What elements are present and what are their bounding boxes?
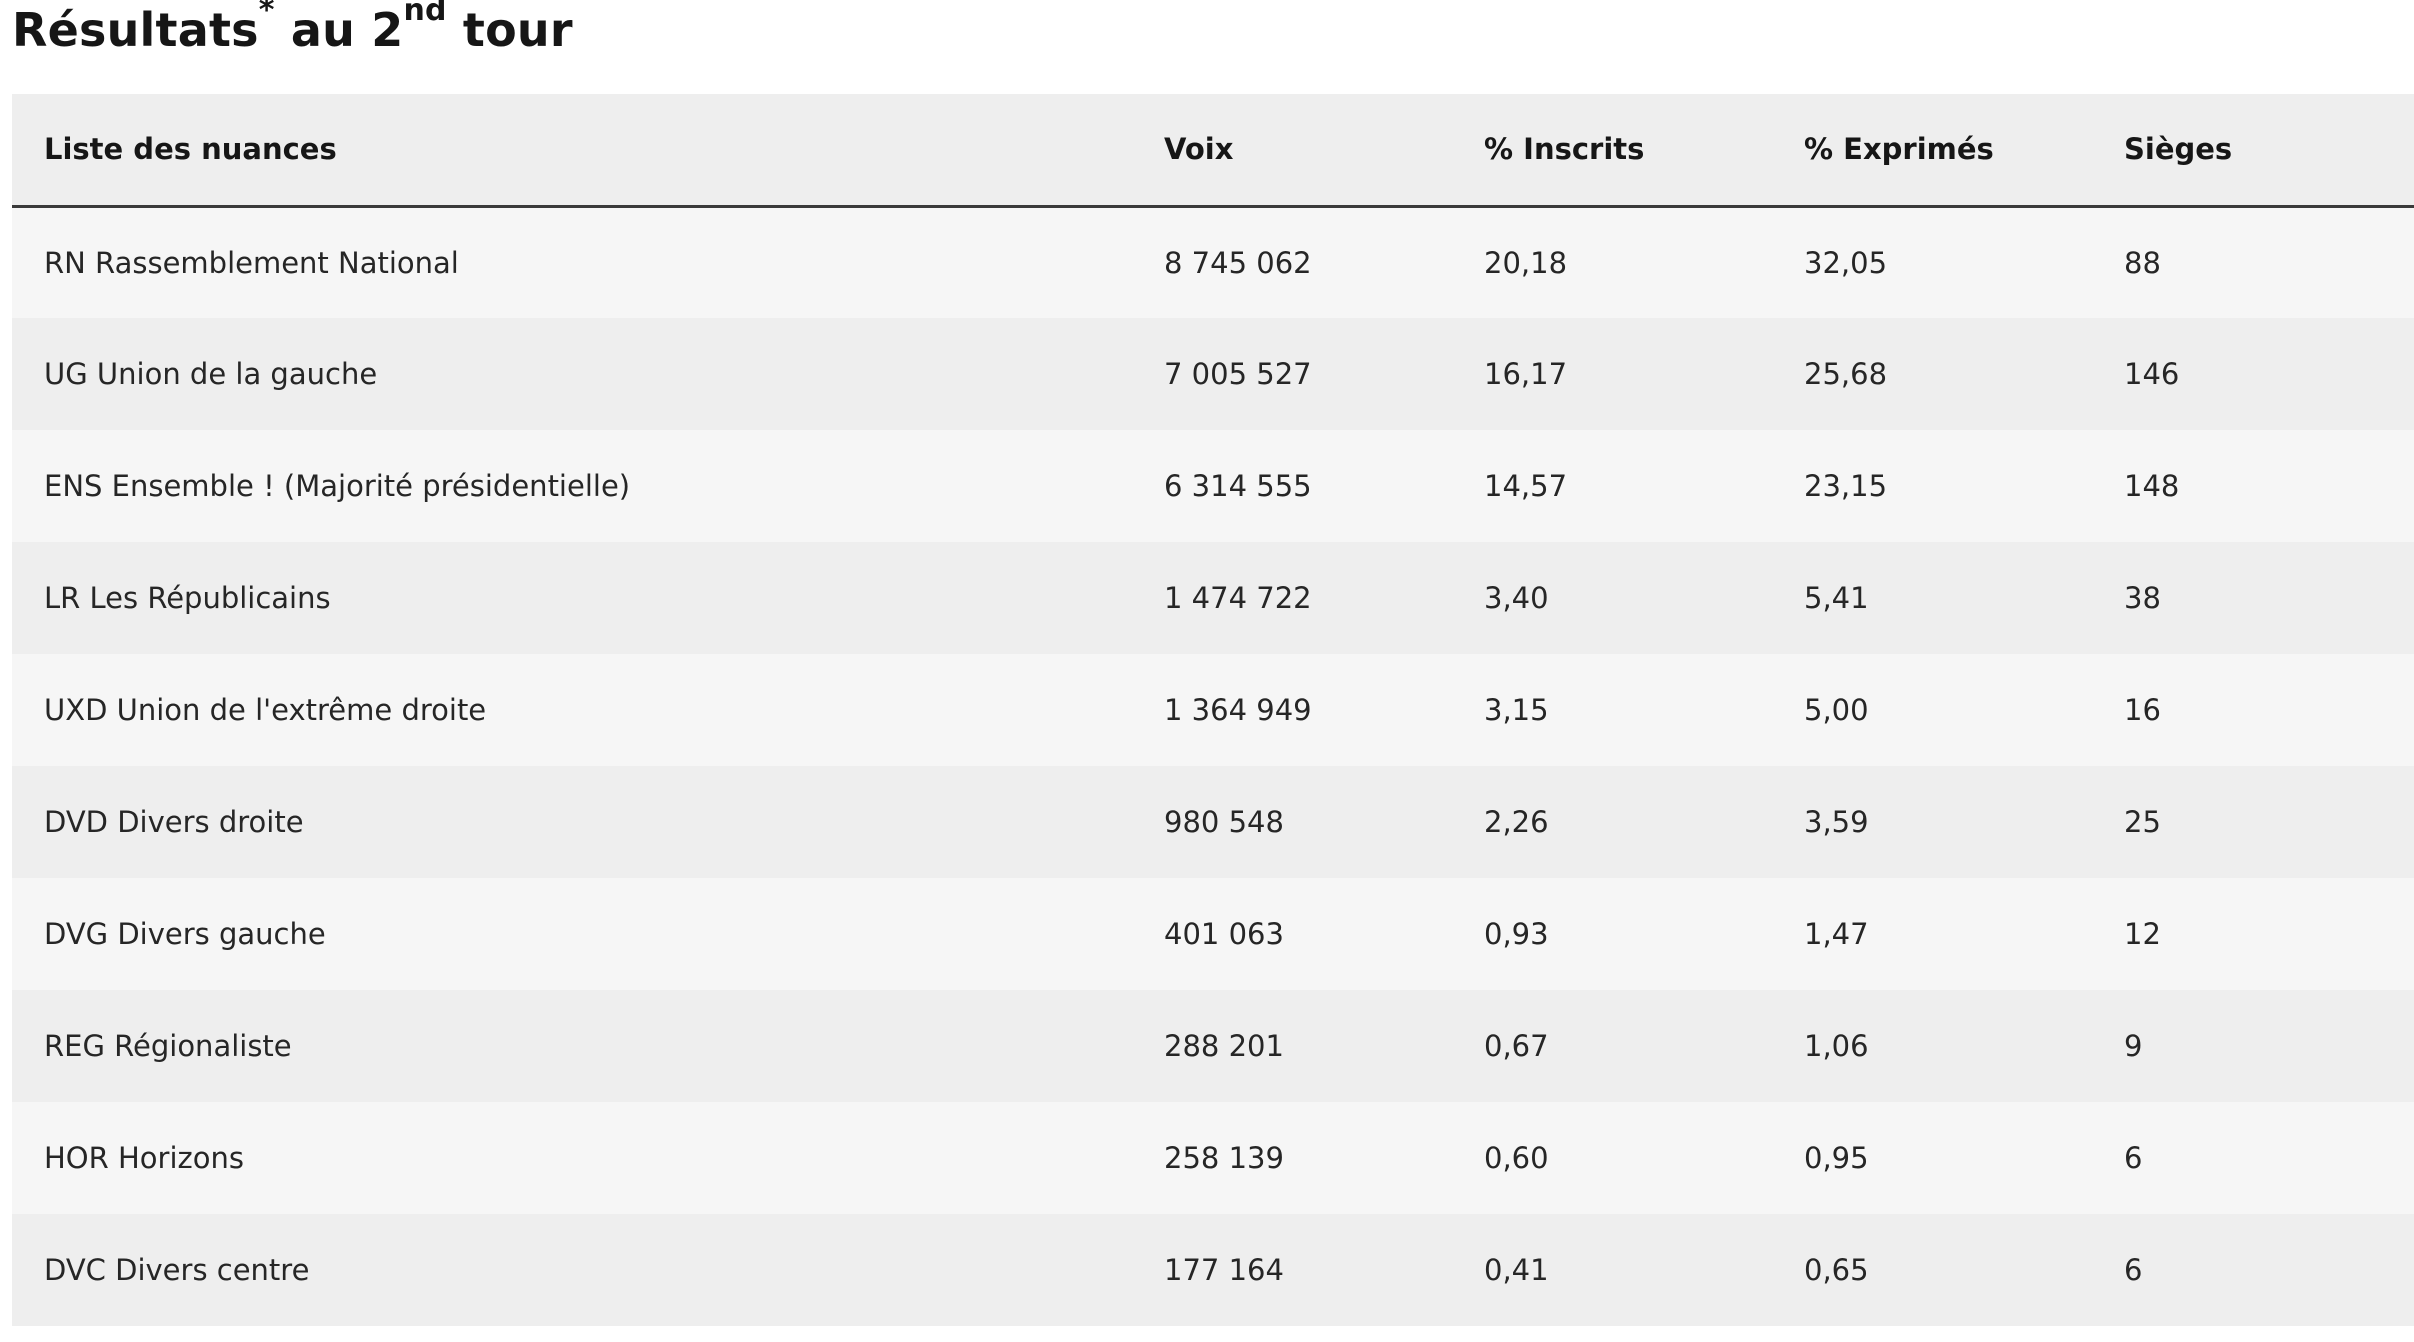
- cell-inscrits: 20,18: [1484, 245, 1568, 280]
- cell-exprimes: 23,15: [1804, 469, 1888, 503]
- title-asterisk: *: [258, 0, 275, 28]
- cell-inscrits: 16,17: [1484, 357, 1568, 391]
- cell-sieges: 38: [2124, 581, 2161, 615]
- title-middle: au 2: [274, 3, 404, 57]
- cell-exprimes: 5,00: [1804, 693, 1869, 727]
- table-row: UG Union de la gauche 7 005 527 16,17 25…: [12, 318, 2414, 430]
- table-header-row: Liste des nuances Voix % Inscrits % Expr…: [12, 94, 2414, 208]
- table-row: DVC Divers centre 177 164 0,41 0,65 6: [12, 1214, 2414, 1326]
- cell-inscrits: 0,93: [1484, 917, 1549, 951]
- cell-exprimes: 5,41: [1804, 581, 1869, 615]
- results-table-container: Liste des nuances Voix % Inscrits % Expr…: [12, 94, 2414, 1342]
- cell-inscrits: 0,41: [1484, 1253, 1549, 1287]
- table-row: DVG Divers gauche 401 063 0,93 1,47 12: [12, 878, 2414, 990]
- cell-voix: 288 201: [1164, 1029, 1284, 1063]
- cell-inscrits: 3,15: [1484, 693, 1549, 727]
- cell-exprimes: 1,06: [1804, 1029, 1869, 1063]
- cell-inscrits: 3,40: [1484, 581, 1549, 615]
- cell-exprimes: 25,68: [1804, 357, 1888, 391]
- cell-sieges: 16: [2124, 693, 2161, 727]
- cell-sieges: 12: [2124, 917, 2161, 951]
- cell-inscrits: 0,67: [1484, 1029, 1549, 1063]
- cell-voix: 401 063: [1164, 917, 1284, 951]
- cell-nuance: RN Rassemblement National: [44, 245, 459, 280]
- title-main: Résultats: [12, 3, 259, 57]
- title-end: tour: [446, 3, 573, 57]
- cell-exprimes: 1,47: [1804, 917, 1869, 951]
- cell-nuance: REG Régionaliste: [44, 1029, 292, 1063]
- table-row: REG Régionaliste 288 201 0,67 1,06 9: [12, 990, 2414, 1102]
- title-ordinal: nd: [403, 0, 447, 28]
- page-title: Résultats* au 2nd tour: [12, 0, 573, 60]
- cell-inscrits: 0,60: [1484, 1141, 1549, 1175]
- cell-sieges: 9: [2124, 1029, 2143, 1063]
- cell-sieges: 25: [2124, 805, 2161, 839]
- cell-sieges: 146: [2124, 357, 2180, 391]
- cell-nuance: UXD Union de l'extrême droite: [44, 693, 487, 727]
- cell-sieges: 6: [2124, 1253, 2143, 1287]
- cell-nuance: UG Union de la gauche: [44, 357, 378, 391]
- cell-voix: 980 548: [1164, 805, 1284, 839]
- cell-nuance: DVG Divers gauche: [44, 917, 326, 951]
- cell-exprimes: 3,59: [1804, 805, 1869, 839]
- cell-voix: 1 364 949: [1164, 693, 1312, 727]
- cell-nuance: LR Les Républicains: [44, 581, 331, 615]
- table-row: LR Les Républicains 1 474 722 3,40 5,41 …: [12, 542, 2414, 654]
- cell-voix: 1 474 722: [1164, 581, 1312, 615]
- cell-voix: 6 314 555: [1164, 469, 1312, 503]
- header-sieges: Sièges: [2092, 94, 2414, 208]
- cell-exprimes: 0,65: [1804, 1253, 1869, 1287]
- table-row: UXD Union de l'extrême droite 1 364 949 …: [12, 654, 2414, 766]
- table-row: HOR Horizons 258 139 0,60 0,95 6: [12, 1102, 2414, 1214]
- header-exprimes: % Exprimés: [1772, 94, 2092, 208]
- cell-sieges: 148: [2124, 469, 2180, 503]
- cell-sieges: 88: [2124, 245, 2161, 280]
- cell-inscrits: 14,57: [1484, 469, 1568, 503]
- header-voix: Voix: [1132, 94, 1452, 208]
- table-row: RN Rassemblement National 8 745 062 20,1…: [12, 206, 2414, 318]
- cell-voix: 177 164: [1164, 1253, 1284, 1287]
- cell-voix: 258 139: [1164, 1141, 1284, 1175]
- cell-nuance: HOR Horizons: [44, 1141, 244, 1175]
- cell-exprimes: 0,95: [1804, 1141, 1869, 1175]
- cell-voix: 7 005 527: [1164, 357, 1312, 391]
- header-inscrits: % Inscrits: [1452, 94, 1772, 208]
- cell-nuance: ENS Ensemble ! (Majorité présidentielle): [44, 469, 631, 503]
- cell-nuance: DVD Divers droite: [44, 805, 304, 839]
- results-table: Liste des nuances Voix % Inscrits % Expr…: [12, 94, 2414, 1326]
- cell-exprimes: 32,05: [1804, 245, 1888, 280]
- header-nuance: Liste des nuances: [12, 94, 1132, 208]
- cell-sieges: 6: [2124, 1141, 2143, 1175]
- table-row: DVD Divers droite 980 548 2,26 3,59 25: [12, 766, 2414, 878]
- cell-voix: 8 745 062: [1164, 245, 1312, 280]
- table-row: ENS Ensemble ! (Majorité présidentielle)…: [12, 430, 2414, 542]
- cell-nuance: DVC Divers centre: [44, 1253, 310, 1287]
- cell-inscrits: 2,26: [1484, 805, 1549, 839]
